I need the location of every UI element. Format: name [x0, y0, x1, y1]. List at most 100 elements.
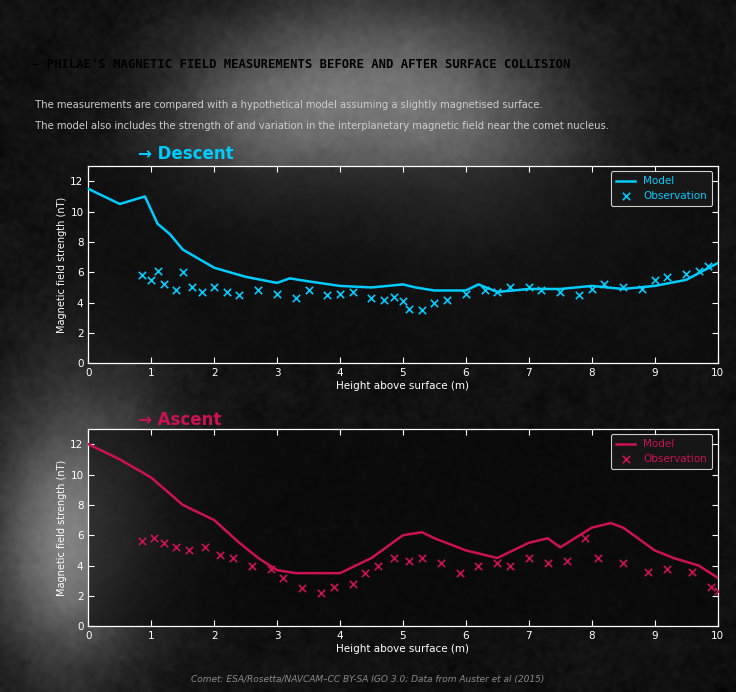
Observation — [171, 285, 183, 296]
Observation — [416, 304, 428, 316]
Observation — [473, 560, 484, 571]
Observation — [504, 560, 516, 571]
Model — [556, 543, 565, 552]
Observation — [453, 567, 465, 579]
Observation — [233, 289, 245, 300]
Observation — [579, 533, 591, 544]
Observation — [186, 282, 198, 293]
Observation — [504, 282, 516, 293]
Model — [336, 569, 344, 577]
Text: → Descent: → Descent — [138, 145, 234, 163]
Observation — [636, 284, 648, 295]
Observation — [252, 285, 264, 296]
Observation — [712, 586, 723, 597]
Model — [682, 275, 690, 284]
Observation — [158, 279, 170, 290]
Observation — [378, 294, 390, 305]
Observation — [246, 560, 258, 571]
Observation — [322, 289, 333, 300]
Model — [524, 538, 533, 547]
Observation — [705, 581, 717, 592]
Observation — [149, 533, 160, 544]
Model — [619, 524, 628, 532]
Model — [399, 531, 408, 539]
Model — [587, 524, 596, 532]
Observation — [618, 557, 629, 568]
Observation — [388, 552, 400, 563]
Observation — [397, 295, 409, 307]
Observation — [208, 282, 220, 293]
Observation — [592, 552, 604, 563]
Observation — [554, 286, 566, 298]
Y-axis label: Magnetic field strength (nT): Magnetic field strength (nT) — [57, 459, 68, 596]
Observation — [171, 542, 183, 553]
Observation — [618, 282, 629, 293]
Observation — [271, 288, 283, 299]
Line: Model: Model — [88, 444, 718, 578]
Model — [272, 566, 281, 574]
Model — [606, 519, 615, 527]
Y-axis label: Magnetic field strength (nT): Magnetic field strength (nT) — [57, 197, 68, 333]
Observation — [662, 563, 673, 574]
Observation — [177, 266, 188, 277]
Observation — [152, 265, 163, 276]
Observation — [492, 286, 503, 298]
Observation — [523, 552, 534, 563]
Observation — [372, 560, 383, 571]
Model — [84, 185, 93, 193]
Model — [336, 282, 344, 290]
Model — [694, 561, 703, 570]
Model — [304, 277, 313, 286]
Model — [587, 282, 596, 290]
Observation — [586, 284, 598, 295]
Model — [241, 273, 250, 281]
Observation — [196, 286, 208, 298]
Observation — [680, 268, 692, 280]
Model — [524, 285, 533, 293]
Observation — [158, 537, 170, 548]
Observation — [649, 274, 661, 285]
Text: The model also includes the strength of and variation in the interplanetary magn: The model also includes the strength of … — [29, 121, 609, 131]
Observation — [347, 286, 358, 298]
Observation — [302, 285, 314, 296]
Model — [272, 279, 281, 287]
Observation — [536, 285, 548, 296]
Model — [210, 516, 219, 525]
Observation — [479, 285, 491, 296]
Observation — [359, 567, 371, 579]
Line: Model: Model — [88, 189, 718, 292]
Model — [430, 286, 439, 295]
Model — [210, 264, 219, 272]
Model — [166, 230, 174, 239]
X-axis label: Height above surface (m): Height above surface (m) — [336, 381, 470, 391]
Model — [316, 569, 325, 577]
Observation — [598, 279, 610, 290]
Model — [399, 280, 408, 289]
Observation — [215, 549, 227, 561]
Model — [430, 534, 439, 543]
Model — [367, 283, 376, 291]
Observation — [687, 566, 698, 577]
Observation — [403, 303, 415, 314]
Observation — [297, 583, 308, 594]
Observation — [388, 291, 400, 302]
Model — [713, 259, 722, 267]
Model — [367, 554, 376, 562]
Observation — [643, 566, 654, 577]
Model — [235, 538, 244, 547]
Observation — [403, 556, 415, 567]
Observation — [328, 581, 339, 592]
Model — [291, 569, 300, 577]
Observation — [523, 282, 534, 293]
X-axis label: Height above surface (m): Height above surface (m) — [336, 644, 470, 654]
Observation — [542, 557, 553, 568]
Model — [141, 192, 149, 201]
Observation — [460, 288, 472, 299]
Observation — [221, 286, 233, 298]
Model — [411, 283, 420, 291]
Model — [493, 554, 502, 562]
Observation — [693, 265, 704, 276]
Model — [669, 554, 678, 562]
Observation — [435, 557, 447, 568]
Model — [178, 501, 187, 509]
